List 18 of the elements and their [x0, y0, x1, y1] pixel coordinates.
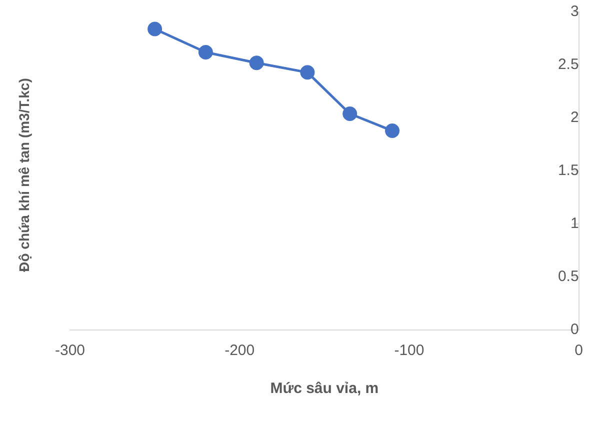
x-tick-label: -200 [224, 342, 255, 360]
y-tick-label: 0 [570, 321, 579, 338]
y-tick-label: 2 [570, 109, 579, 126]
x-axis-title: Mức sâu vỉa, m [270, 380, 379, 398]
y-tick-label: 2.5 [558, 56, 579, 74]
point [148, 22, 162, 36]
point [249, 56, 264, 70]
point [300, 65, 315, 80]
point [198, 45, 213, 60]
y-tick-label: 3 [570, 3, 579, 20]
point [385, 123, 400, 138]
y-tick-label: 0.5 [558, 268, 579, 286]
x-tick-label: -100 [394, 342, 424, 360]
point [342, 106, 358, 122]
y-tick-label: 1 [570, 215, 579, 232]
x-tick-label: -300 [54, 342, 86, 360]
y-axis-title: Độ chứa khí mê tan (m3/T.kc) [16, 78, 32, 272]
y-tick-label: 1.5 [558, 162, 579, 180]
